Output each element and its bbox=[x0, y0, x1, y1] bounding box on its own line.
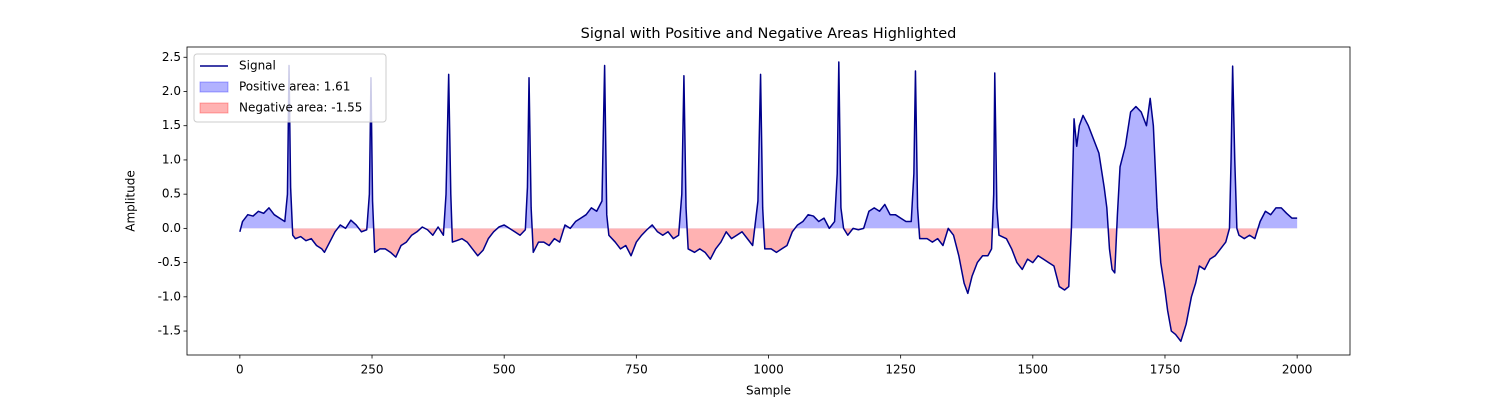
x-tick-label: 1750 bbox=[1150, 363, 1181, 377]
y-tick-label: 0.5 bbox=[162, 187, 181, 201]
y-tick-label: -1.5 bbox=[158, 324, 181, 338]
legend-swatch bbox=[199, 102, 229, 114]
x-tick-label: 500 bbox=[493, 363, 516, 377]
y-tick-label: -0.5 bbox=[158, 255, 181, 269]
legend-label: Positive area: 1.61 bbox=[239, 80, 350, 94]
y-axis-label: Amplitude bbox=[124, 170, 138, 232]
y-tick-label: -1.0 bbox=[158, 289, 181, 303]
y-tick-label: 2.5 bbox=[162, 50, 181, 64]
x-tick-label: 250 bbox=[361, 363, 384, 377]
legend-swatch bbox=[199, 81, 229, 93]
x-tick-label: 1250 bbox=[885, 363, 916, 377]
legend-label: Negative area: -1.55 bbox=[239, 101, 362, 115]
legend-label: Signal bbox=[239, 59, 276, 73]
plot-frame bbox=[186, 46, 1351, 356]
y-tick-label: 0.0 bbox=[162, 221, 181, 235]
legend-box bbox=[193, 53, 387, 123]
x-tick-label: 1500 bbox=[1018, 363, 1049, 377]
x-tick-label: 0 bbox=[236, 363, 244, 377]
y-tick-label: 1.0 bbox=[162, 152, 181, 166]
y-tick-label: 1.5 bbox=[162, 118, 181, 132]
x-axis-label: Sample bbox=[746, 384, 791, 398]
signal-line bbox=[239, 61, 1298, 343]
chart-title: Signal with Positive and Negative Areas … bbox=[581, 26, 957, 42]
positive-area bbox=[240, 62, 1298, 229]
negative-area bbox=[239, 228, 1298, 342]
x-tick-label: 1000 bbox=[753, 363, 784, 377]
y-tick-label: 2.0 bbox=[162, 84, 181, 98]
x-tick-label: 750 bbox=[625, 363, 648, 377]
x-tick-label: 2000 bbox=[1282, 363, 1313, 377]
